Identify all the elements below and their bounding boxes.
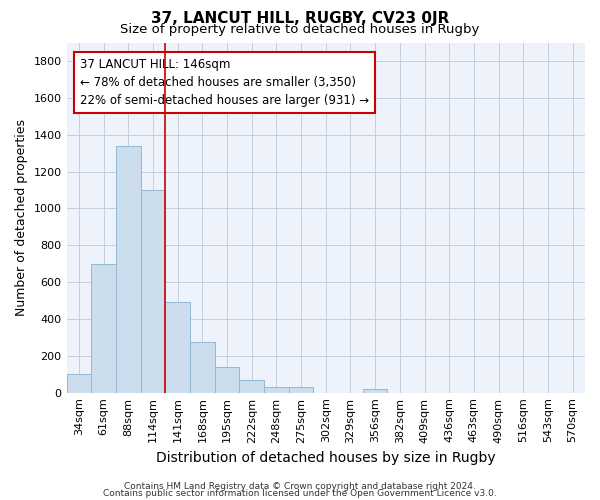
Text: Size of property relative to detached houses in Rugby: Size of property relative to detached ho… [121, 22, 479, 36]
Bar [215, 367, 239, 392]
Bar [289, 387, 313, 392]
Y-axis label: Number of detached properties: Number of detached properties [15, 119, 28, 316]
Bar [116, 146, 140, 392]
Bar [67, 374, 91, 392]
Text: Contains public sector information licensed under the Open Government Licence v3: Contains public sector information licen… [103, 489, 497, 498]
Bar [190, 342, 215, 392]
X-axis label: Distribution of detached houses by size in Rugby: Distribution of detached houses by size … [156, 451, 496, 465]
Bar [91, 264, 116, 392]
Bar [165, 302, 190, 392]
Bar [264, 387, 289, 392]
Bar [239, 380, 264, 392]
Text: Contains HM Land Registry data © Crown copyright and database right 2024.: Contains HM Land Registry data © Crown c… [124, 482, 476, 491]
Text: 37, LANCUT HILL, RUGBY, CV23 0JR: 37, LANCUT HILL, RUGBY, CV23 0JR [151, 11, 449, 26]
Bar [363, 389, 388, 392]
Bar [140, 190, 165, 392]
Text: 37 LANCUT HILL: 146sqm
← 78% of detached houses are smaller (3,350)
22% of semi-: 37 LANCUT HILL: 146sqm ← 78% of detached… [80, 58, 368, 108]
